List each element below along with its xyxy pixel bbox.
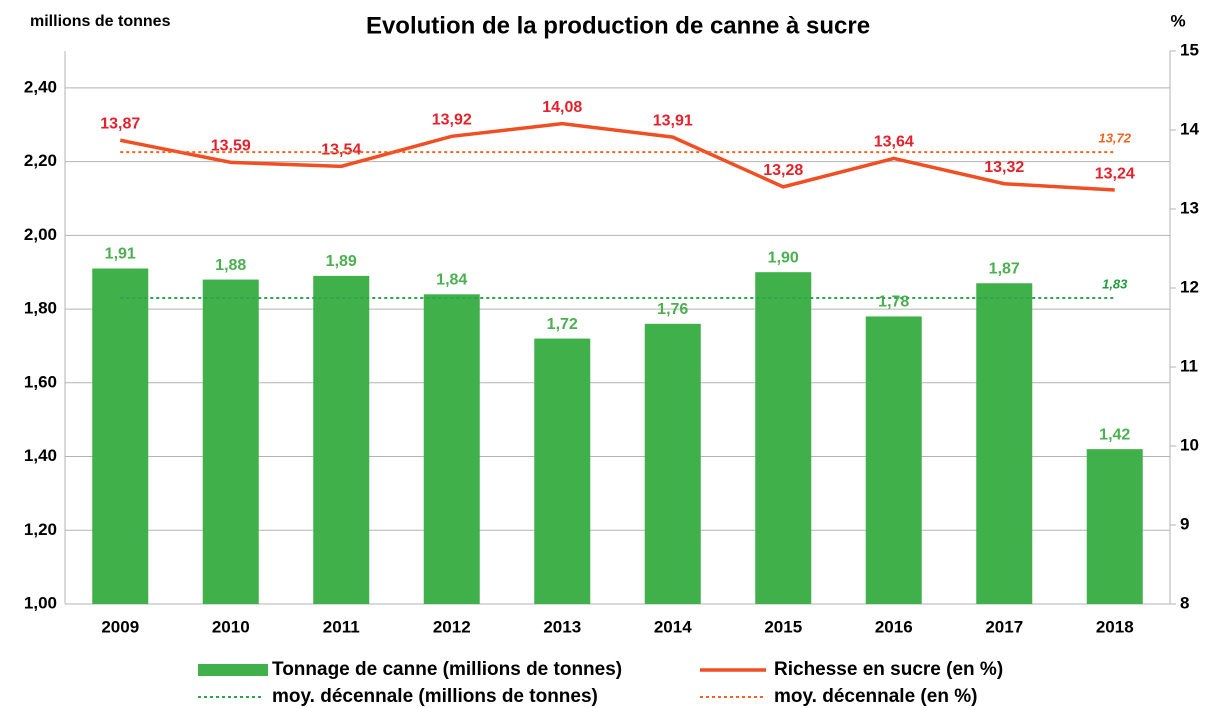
bar	[976, 283, 1033, 604]
bar	[202, 279, 259, 604]
y-tick-label: 2,40	[24, 77, 57, 96]
y-tick-label: 2,20	[24, 151, 57, 170]
bar	[313, 275, 370, 604]
y-tick-label: 1,00	[24, 593, 57, 612]
y2-tick-label: 9	[1180, 514, 1189, 533]
legend-label: moy. décennale (en %)	[774, 686, 977, 707]
y-tick-label: 1,60	[24, 372, 57, 391]
bar	[92, 268, 149, 604]
data-label: 13,64	[874, 134, 914, 151]
bar	[423, 294, 480, 604]
data-label: 13,32	[984, 159, 1024, 176]
y2-tick-label: 11	[1180, 356, 1198, 375]
x-tick-label: 2011	[323, 617, 360, 636]
data-label: 1,87	[989, 260, 1020, 277]
x-tick-label: 2013	[543, 617, 581, 636]
bar	[1086, 449, 1143, 604]
data-label: 13,54	[321, 142, 361, 159]
data-label: 13,59	[211, 138, 251, 155]
data-label: 1,42	[1099, 426, 1130, 443]
data-label: 14,08	[542, 99, 582, 116]
y-axis-title: millions de tonnes	[30, 13, 171, 30]
y2-tick-label: 14	[1180, 119, 1199, 138]
y2-tick-label: 10	[1180, 435, 1199, 454]
legend-label: Tonnage de canne (millions de tonnes)	[272, 659, 622, 680]
bar	[755, 272, 812, 604]
legend-swatch	[198, 664, 268, 676]
x-tick-label: 2017	[985, 617, 1023, 636]
x-tick-label: 2012	[433, 617, 471, 636]
data-label: 1,91	[105, 246, 136, 263]
data-label: 1,78	[878, 294, 909, 311]
data-label: 1,72	[547, 316, 578, 333]
x-tick-label: 2015	[764, 617, 802, 636]
chart-title: Evolution de la production de canne à su…	[366, 12, 870, 39]
x-tick-label: 2014	[654, 617, 692, 636]
data-label: 1,84	[436, 272, 467, 289]
x-tick-label: 2018	[1096, 617, 1134, 636]
y-tick-label: 1,80	[24, 299, 57, 318]
average-label: 13,72	[1098, 131, 1131, 146]
y2-axis-title: %	[1170, 11, 1185, 30]
average-label: 1,83	[1102, 276, 1128, 291]
y-tick-label: 2,00	[24, 225, 57, 244]
bar	[534, 338, 591, 604]
data-label: 13,92	[432, 112, 472, 129]
y2-tick-label: 8	[1180, 593, 1189, 612]
x-tick-label: 2009	[101, 617, 139, 636]
y-tick-label: 1,20	[24, 520, 57, 539]
data-label: 1,76	[657, 301, 688, 318]
y2-tick-label: 13	[1180, 198, 1199, 217]
x-tick-label: 2010	[212, 617, 250, 636]
data-label: 1,88	[215, 257, 246, 274]
data-label: 1,90	[768, 249, 799, 266]
y2-tick-label: 12	[1180, 277, 1199, 296]
data-label: 13,24	[1095, 165, 1135, 182]
legend-label: Richesse en sucre (en %)	[774, 659, 1003, 680]
x-tick-label: 2016	[875, 617, 913, 636]
data-label: 13,28	[763, 162, 803, 179]
line	[119, 121, 1115, 192]
data-label: 13,87	[100, 115, 140, 132]
legend-label: moy. décennale (millions de tonnes)	[272, 686, 598, 707]
data-label: 1,89	[326, 253, 357, 270]
y-tick-label: 1,40	[24, 446, 57, 465]
bar	[865, 316, 922, 604]
data-label: 13,91	[653, 112, 693, 129]
bar	[644, 323, 701, 604]
y2-tick-label: 15	[1180, 40, 1199, 59]
